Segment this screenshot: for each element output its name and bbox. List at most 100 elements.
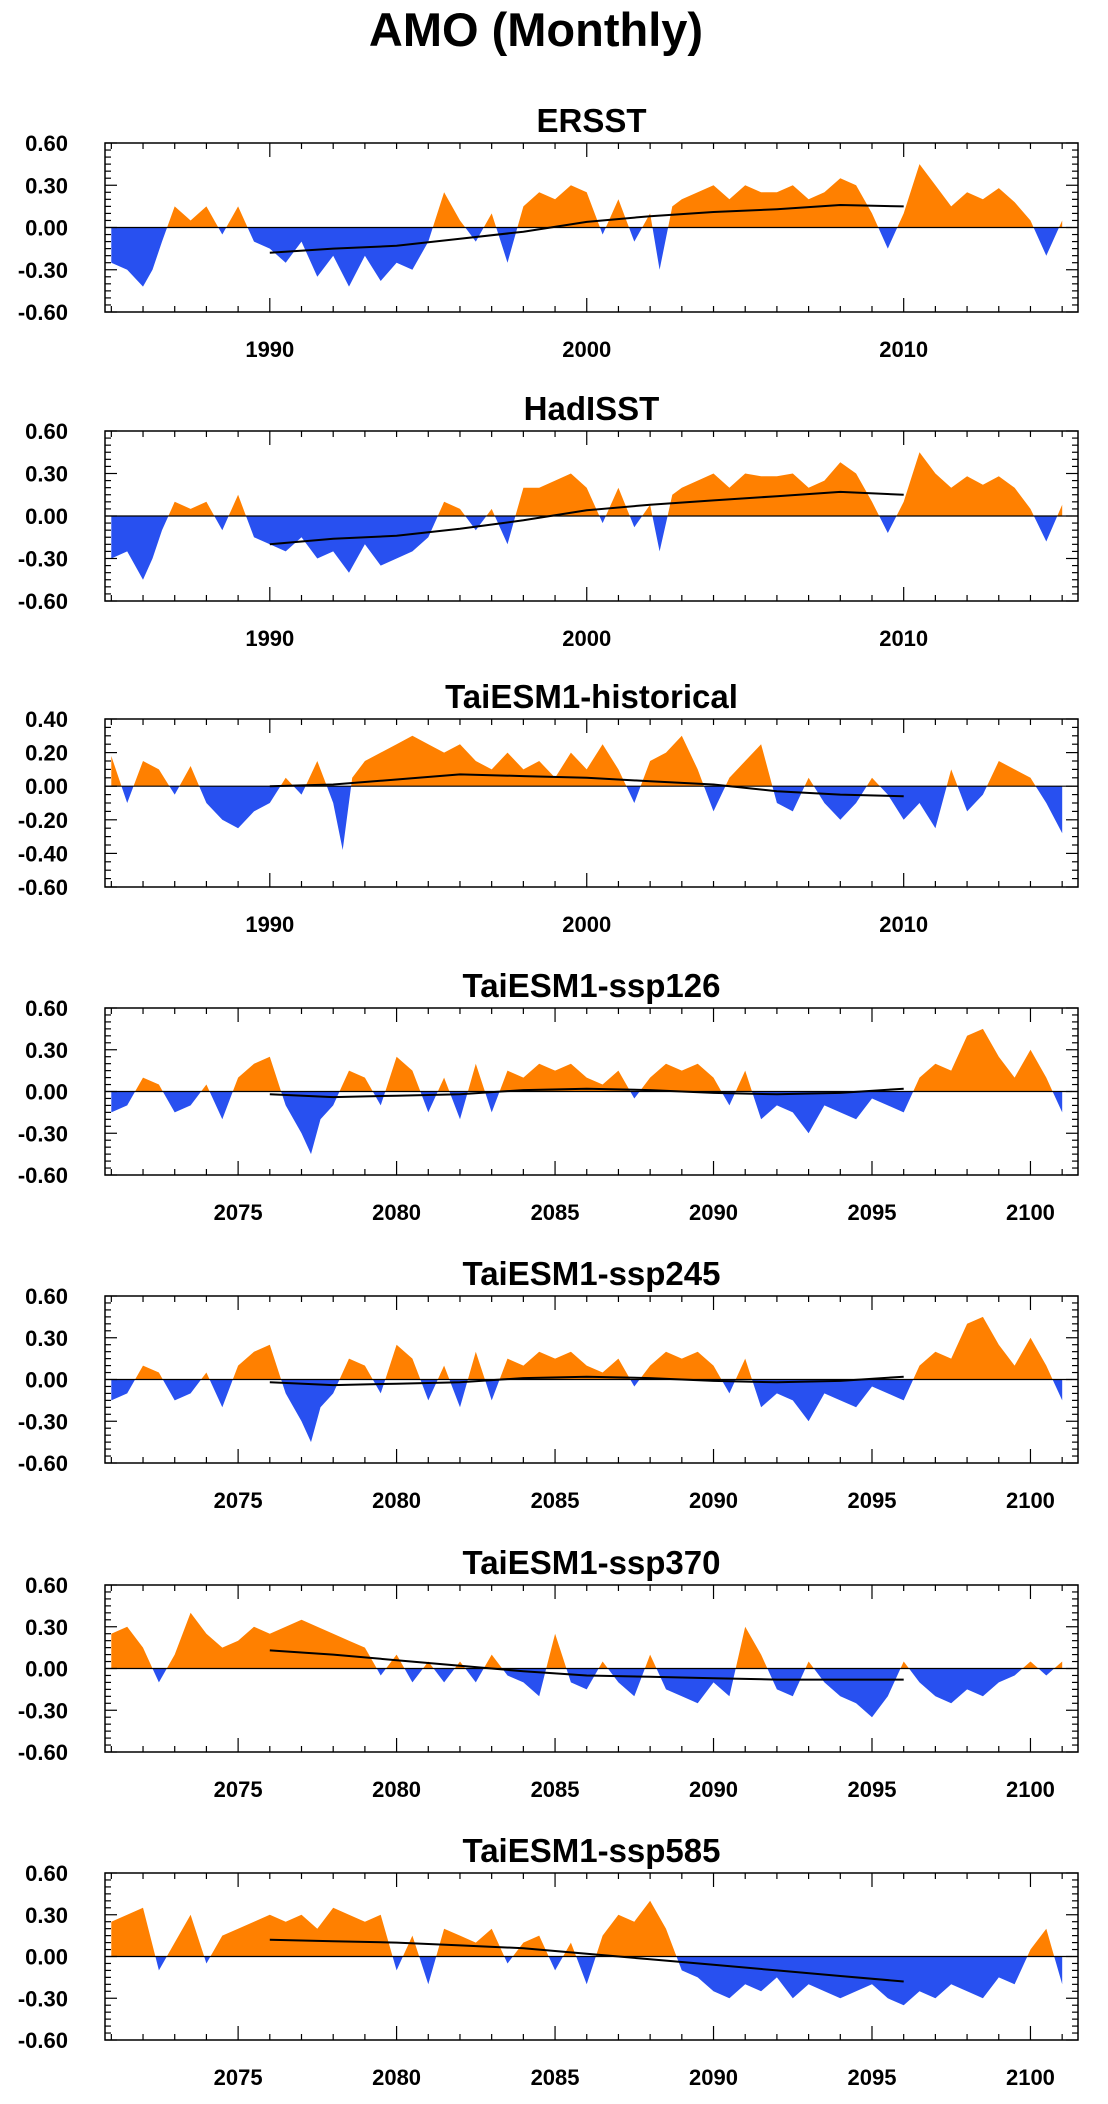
x-tick-label: 2075 — [214, 2065, 263, 2090]
negative-area — [111, 1956, 1063, 2006]
y-tick-label: -0.30 — [18, 1698, 68, 1723]
y-tick-label: -0.20 — [18, 808, 68, 833]
positive-area — [111, 164, 1063, 228]
y-tick-label: -0.60 — [18, 1163, 68, 1188]
x-tick-label: 2080 — [372, 1777, 421, 1802]
x-tick-label: 2100 — [1006, 2065, 1055, 2090]
x-tick-label: 2085 — [531, 2065, 580, 2090]
y-tick-label: 0.30 — [25, 1903, 68, 1928]
smoothed-line — [269, 490, 904, 546]
smoothed-line — [269, 1087, 904, 1099]
y-tick-label: -0.60 — [18, 1451, 68, 1476]
y-tick-label: 0.60 — [25, 419, 68, 444]
y-tick-label: -0.40 — [18, 841, 68, 866]
page-title: AMO (Monthly) — [368, 3, 704, 56]
negative-area — [111, 786, 1063, 850]
y-tick-label: 0.30 — [25, 173, 68, 198]
x-tick-label: 2010 — [879, 912, 928, 937]
x-tick-label: 2100 — [1006, 1488, 1055, 1513]
positive-area — [111, 1316, 1063, 1380]
chart-title: TaiESM1-ssp585 — [462, 1832, 720, 1869]
chart-title: TaiESM1-ssp126 — [462, 967, 720, 1004]
x-tick-label: 2095 — [848, 1488, 897, 1513]
y-tick-label: 0.60 — [25, 1573, 68, 1598]
y-tick-label: 0.00 — [25, 1657, 68, 1682]
chart-title: TaiESM1-ssp245 — [462, 1255, 720, 1292]
y-tick-label: -0.30 — [18, 1121, 68, 1146]
y-tick-label: -0.30 — [18, 258, 68, 283]
positive-area — [111, 735, 1063, 787]
y-tick-label: 0.30 — [25, 462, 68, 487]
negative-area — [111, 1668, 1063, 1718]
x-tick-label: 2000 — [562, 337, 611, 362]
x-tick-label: 2085 — [531, 1488, 580, 1513]
x-tick-label: 2090 — [689, 2065, 738, 2090]
negative-area — [111, 516, 1063, 580]
negative-area — [111, 1379, 1063, 1443]
chart-panel-4: TaiESM1-ssp245 0.60 0.30 0.00 -0.30 -0.60 2075… — [18, 1255, 1079, 1513]
x-tick-label: 2090 — [689, 1777, 738, 1802]
y-tick-label: 0.30 — [25, 1615, 68, 1640]
positive-area — [111, 1028, 1063, 1092]
y-tick-label: 0.30 — [25, 1326, 68, 1351]
x-tick-label: 2000 — [562, 912, 611, 937]
y-tick-label: 0.60 — [25, 996, 68, 1021]
y-tick-label: 0.30 — [25, 1038, 68, 1063]
smoothed-line — [269, 1649, 904, 1681]
y-tick-label: 0.00 — [25, 1945, 68, 1970]
positive-area — [111, 452, 1063, 516]
x-tick-label: 2095 — [848, 2065, 897, 2090]
x-tick-label: 1990 — [245, 337, 294, 362]
x-tick-label: 2000 — [562, 626, 611, 651]
y-tick-label: 0.00 — [25, 1080, 68, 1105]
y-tick-label: 0.00 — [25, 1368, 68, 1393]
x-tick-label: 2090 — [689, 1488, 738, 1513]
chart-title: HadISST — [524, 390, 660, 427]
x-tick-label: 2080 — [372, 1200, 421, 1225]
y-tick-label: 0.00 — [25, 774, 68, 799]
smoothed-line — [269, 773, 904, 798]
x-tick-label: 2095 — [848, 1777, 897, 1802]
y-tick-label: -0.60 — [18, 1740, 68, 1765]
y-tick-label: -0.30 — [18, 1409, 68, 1434]
smoothed-line — [269, 203, 904, 254]
positive-area — [111, 1900, 1063, 1957]
chart-title: TaiESM1-ssp370 — [462, 1544, 720, 1581]
y-tick-label: 0.00 — [25, 504, 68, 529]
y-tick-label: 0.40 — [25, 707, 68, 732]
y-tick-label: 0.20 — [25, 741, 68, 766]
y-tick-label: 0.00 — [25, 216, 68, 241]
x-tick-label: 2075 — [214, 1200, 263, 1225]
chart-title: TaiESM1-historical — [445, 678, 738, 715]
y-tick-label: -0.60 — [18, 589, 68, 614]
y-tick-label: 0.60 — [25, 131, 68, 156]
y-tick-label: 0.60 — [25, 1861, 68, 1886]
x-tick-label: 2080 — [372, 1488, 421, 1513]
chart-panel-2: TaiESM1-historical 0.40 0.20 0.00 -0.20 -0.40… — [18, 678, 1079, 937]
y-tick-label: 0.60 — [25, 1284, 68, 1309]
smoothed-line — [269, 1375, 904, 1387]
x-tick-label: 2010 — [879, 337, 928, 362]
x-tick-label: 2075 — [214, 1777, 263, 1802]
x-tick-label: 2085 — [531, 1777, 580, 1802]
y-tick-label: -0.60 — [18, 300, 68, 325]
x-tick-label: 2095 — [848, 1200, 897, 1225]
x-tick-label: 2075 — [214, 1488, 263, 1513]
x-tick-label: 2010 — [879, 626, 928, 651]
chart-title: ERSST — [536, 102, 646, 139]
chart-panel-3: TaiESM1-ssp126 0.60 0.30 0.00 -0.30 -0.60 2075… — [18, 967, 1079, 1225]
y-tick-label: -0.60 — [18, 875, 68, 900]
y-tick-label: -0.30 — [18, 1986, 68, 2011]
x-tick-label: 2100 — [1006, 1200, 1055, 1225]
smoothed-line — [269, 1938, 904, 1983]
y-tick-label: -0.30 — [18, 547, 68, 572]
negative-area — [111, 227, 1063, 287]
x-tick-label: 1990 — [245, 626, 294, 651]
x-tick-label: 2080 — [372, 2065, 421, 2090]
chart-panel-6: TaiESM1-ssp585 0.60 0.30 0.00 -0.30 -0.60 2075… — [18, 1832, 1079, 2090]
chart-panel-5: TaiESM1-ssp370 0.60 0.30 0.00 -0.30 -0.60 2075… — [18, 1544, 1079, 1802]
x-tick-label: 2090 — [689, 1200, 738, 1225]
negative-area — [111, 1091, 1063, 1155]
x-tick-label: 2100 — [1006, 1777, 1055, 1802]
